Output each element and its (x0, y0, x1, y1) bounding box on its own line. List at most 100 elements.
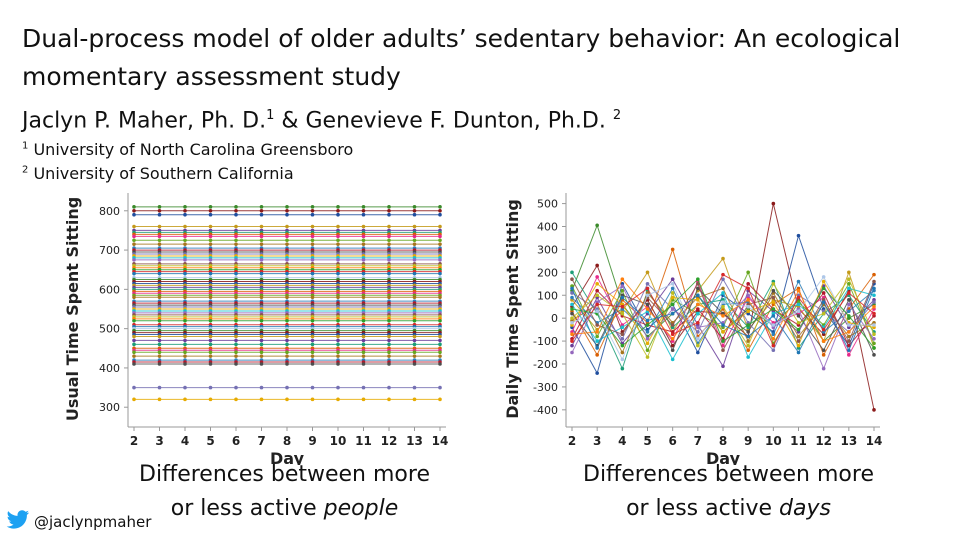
affiliation-1-marker: 1 (22, 140, 29, 152)
data-point (771, 281, 776, 286)
x-tick-label: 5 (643, 434, 651, 448)
data-point (847, 330, 851, 334)
data-point (595, 275, 599, 279)
data-point (259, 224, 264, 229)
data-point (771, 295, 776, 300)
data-point (847, 270, 851, 275)
data-point (438, 212, 442, 217)
data-point (721, 256, 725, 261)
data-point (183, 234, 187, 239)
twitter-handle-text: @jaclynpmaher (34, 513, 152, 531)
data-point (412, 212, 417, 217)
data-point (438, 334, 442, 339)
data-point (234, 258, 238, 262)
affiliation-1-text: University of North Carolina Greensboro (33, 140, 354, 159)
data-point (157, 242, 162, 246)
data-point (310, 258, 315, 262)
data-point (796, 233, 801, 238)
x-axis-label: Day (270, 449, 305, 465)
data-point (387, 242, 391, 246)
data-point (336, 295, 340, 300)
x-tick-label: 9 (308, 434, 316, 448)
data-point (285, 295, 289, 300)
data-point (183, 385, 187, 390)
data-point (157, 208, 162, 213)
data-point (570, 277, 574, 282)
data-point (645, 355, 650, 359)
data-point (872, 353, 876, 357)
y-tick-label: 100 (537, 289, 558, 302)
twitter-bird-icon (6, 510, 34, 534)
data-point (285, 350, 289, 355)
author-separator: & (274, 108, 306, 134)
data-point (336, 362, 340, 366)
data-point (670, 247, 675, 252)
twitter-handle[interactable]: @jaclynpmaher (6, 510, 151, 534)
authors-line: Jaclyn P. Maher, Ph. D.1 & Genevieve F. … (22, 108, 621, 133)
data-point (821, 311, 826, 316)
data-point (285, 238, 289, 243)
data-point (336, 205, 340, 209)
data-point (336, 350, 340, 355)
data-point (259, 208, 264, 213)
data-point (670, 277, 675, 282)
data-point (746, 334, 750, 339)
data-point (310, 318, 315, 323)
x-tick-label: 2 (130, 434, 138, 448)
data-point (285, 208, 289, 213)
data-point (746, 298, 750, 302)
data-point (132, 212, 136, 217)
affiliation-1: 1 University of North Carolina Greensbor… (22, 140, 353, 159)
data-point (361, 362, 366, 366)
data-point (387, 397, 391, 402)
x-tick-label: 6 (668, 434, 676, 448)
data-point (387, 234, 391, 239)
data-point (387, 342, 391, 347)
data-point (771, 343, 776, 348)
data-point (387, 208, 391, 213)
data-point (746, 323, 750, 327)
data-point (746, 286, 750, 291)
data-point (310, 238, 315, 243)
data-point (132, 271, 136, 276)
data-point (132, 238, 136, 243)
data-point (285, 234, 289, 239)
data-point (620, 332, 625, 337)
y-tick-label: 300 (99, 401, 120, 414)
data-point (310, 212, 315, 217)
data-point (310, 271, 315, 276)
data-point (361, 234, 366, 239)
data-point (847, 348, 851, 353)
data-point (208, 350, 213, 355)
x-tick-label: 8 (283, 434, 291, 448)
y-tick-label: -400 (533, 404, 558, 417)
data-point (645, 307, 650, 311)
data-point (872, 304, 876, 309)
data-point (438, 295, 442, 300)
data-point (310, 295, 315, 300)
data-point (670, 336, 675, 341)
data-point (872, 272, 876, 277)
data-point (310, 350, 315, 355)
data-point (438, 234, 442, 239)
data-point (771, 300, 776, 304)
data-point (670, 332, 675, 337)
data-point (670, 295, 675, 300)
data-point (157, 271, 162, 276)
data-point (361, 334, 366, 339)
data-point (387, 338, 391, 343)
data-point (208, 342, 213, 347)
data-point (234, 242, 238, 246)
data-point (872, 279, 876, 284)
y-axis-label: Usual Time Spent Sitting (63, 197, 82, 421)
data-point (438, 208, 442, 213)
slide-title: Dual-process model of older adults’ sede… (22, 24, 901, 91)
data-point (412, 342, 417, 347)
x-tick-label: 4 (618, 434, 626, 448)
data-point (208, 224, 213, 229)
affiliation-2-text: University of Southern California (33, 164, 294, 183)
data-point (157, 342, 162, 347)
x-axis-label: Day (706, 449, 741, 465)
data-point (721, 330, 725, 334)
data-point (746, 348, 750, 353)
